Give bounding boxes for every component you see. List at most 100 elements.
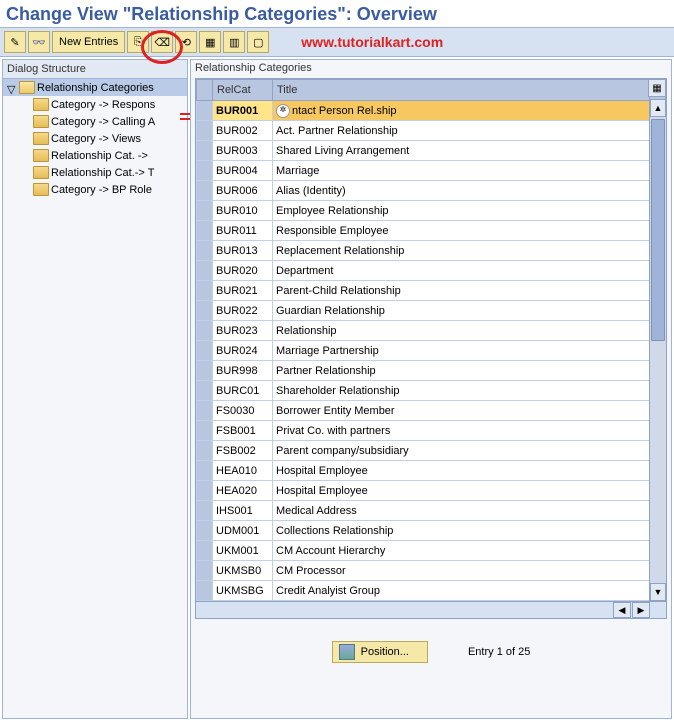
cell-relcat[interactable]: HEA020 (213, 481, 273, 501)
tree-root[interactable]: ▽ Relationship Categories (3, 79, 187, 96)
table-row[interactable]: BUR001✲ntact Person Rel.ship (197, 101, 666, 121)
column-selector[interactable] (197, 80, 213, 101)
table-row[interactable]: BUR998Partner Relationship (197, 361, 666, 381)
tree-child[interactable]: Relationship Cat.-> T (3, 164, 187, 181)
cell-relcat[interactable]: BUR002 (213, 121, 273, 141)
table-row[interactable]: FSB001Privat Co. with partners (197, 421, 666, 441)
cell-relcat[interactable]: BUR024 (213, 341, 273, 361)
cell-title[interactable]: Shared Living Arrangement (273, 141, 650, 161)
table-row[interactable]: IHS001Medical Address (197, 501, 666, 521)
row-selector[interactable] (197, 101, 213, 121)
cell-title[interactable]: Borrower Entity Member (273, 401, 650, 421)
tree-child[interactable]: Category -> Views (3, 130, 187, 147)
cell-relcat[interactable]: BUR998 (213, 361, 273, 381)
scroll-right-button[interactable]: ▶ (632, 602, 650, 618)
toggle-button[interactable]: ✎ (4, 31, 26, 53)
table-row[interactable]: BURC01Shareholder Relationship (197, 381, 666, 401)
row-selector[interactable] (197, 181, 213, 201)
row-selector[interactable] (197, 581, 213, 601)
table-row[interactable]: BUR003Shared Living Arrangement (197, 141, 666, 161)
table-row[interactable]: BUR022Guardian Relationship (197, 301, 666, 321)
tree-child[interactable]: Relationship Cat. -> (3, 147, 187, 164)
tree-child[interactable]: Category -> BP Role (3, 181, 187, 198)
table-row[interactable]: FSB002Parent company/subsidiary (197, 441, 666, 461)
table-row[interactable]: HEA020Hospital Employee (197, 481, 666, 501)
cell-relcat[interactable]: BUR001 (213, 101, 273, 121)
cell-title[interactable]: Marriage Partnership (273, 341, 650, 361)
cell-relcat[interactable]: HEA010 (213, 461, 273, 481)
row-selector[interactable] (197, 541, 213, 561)
table-row[interactable]: BUR011Responsible Employee (197, 221, 666, 241)
cell-title[interactable]: Shareholder Relationship (273, 381, 650, 401)
table-row[interactable]: BUR010Employee Relationship (197, 201, 666, 221)
cell-title[interactable]: Partner Relationship (273, 361, 650, 381)
table-row[interactable]: BUR004Marriage (197, 161, 666, 181)
column-title[interactable]: Title (273, 80, 650, 101)
cell-relcat[interactable]: BUR021 (213, 281, 273, 301)
cell-title[interactable]: Guardian Relationship (273, 301, 650, 321)
display-button[interactable]: 👓 (28, 31, 50, 53)
row-selector[interactable] (197, 201, 213, 221)
cell-title[interactable]: Relationship (273, 321, 650, 341)
cell-relcat[interactable]: BUR011 (213, 221, 273, 241)
row-selector[interactable] (197, 441, 213, 461)
cell-title[interactable]: Alias (Identity) (273, 181, 650, 201)
detail-icon[interactable]: ✲ (276, 104, 290, 118)
delete-button[interactable]: ⌫ (151, 31, 173, 53)
row-selector[interactable] (197, 501, 213, 521)
table-row[interactable]: BUR006Alias (Identity) (197, 181, 666, 201)
tree-child[interactable]: Category -> Respons (3, 96, 187, 113)
cell-title[interactable]: Replacement Relationship (273, 241, 650, 261)
row-selector[interactable] (197, 341, 213, 361)
scroll-track[interactable] (650, 117, 666, 583)
deselect-button[interactable]: ▢ (247, 31, 269, 53)
row-selector[interactable] (197, 521, 213, 541)
row-selector[interactable] (197, 241, 213, 261)
table-row[interactable]: BUR024Marriage Partnership (197, 341, 666, 361)
cell-title[interactable]: Hospital Employee (273, 481, 650, 501)
scroll-down-button[interactable]: ▼ (650, 583, 666, 601)
cell-title[interactable]: Act. Partner Relationship (273, 121, 650, 141)
cell-title[interactable]: Employee Relationship (273, 201, 650, 221)
copy-button[interactable]: ⎘ (127, 31, 149, 53)
row-selector[interactable] (197, 361, 213, 381)
cell-title[interactable]: Hospital Employee (273, 461, 650, 481)
undo-button[interactable]: ⟲ (175, 31, 197, 53)
table-row[interactable]: BUR013Replacement Relationship (197, 241, 666, 261)
cell-relcat[interactable]: BUR023 (213, 321, 273, 341)
scroll-left-button[interactable]: ◀ (613, 602, 631, 618)
cell-title[interactable]: Medical Address (273, 501, 650, 521)
cell-title[interactable]: Responsible Employee (273, 221, 650, 241)
cell-title[interactable]: ✲ntact Person Rel.ship (273, 101, 650, 121)
table-row[interactable]: BUR020Department (197, 261, 666, 281)
row-selector[interactable] (197, 261, 213, 281)
cell-relcat[interactable]: BUR022 (213, 301, 273, 321)
cell-title[interactable]: Department (273, 261, 650, 281)
cell-relcat[interactable]: IHS001 (213, 501, 273, 521)
select-all-button[interactable]: ▦ (199, 31, 221, 53)
table-row[interactable]: BUR023Relationship (197, 321, 666, 341)
table-row[interactable]: FS0030Borrower Entity Member (197, 401, 666, 421)
cell-relcat[interactable]: BUR020 (213, 261, 273, 281)
cell-title[interactable]: Parent company/subsidiary (273, 441, 650, 461)
row-selector[interactable] (197, 321, 213, 341)
cell-relcat[interactable]: UKMSB0 (213, 561, 273, 581)
cell-relcat[interactable]: FSB001 (213, 421, 273, 441)
cell-relcat[interactable]: FSB002 (213, 441, 273, 461)
cell-title[interactable]: Marriage (273, 161, 650, 181)
expand-icon[interactable]: ▽ (7, 83, 17, 93)
table-settings-button[interactable]: ▦ (648, 79, 666, 97)
row-selector[interactable] (197, 561, 213, 581)
row-selector[interactable] (197, 121, 213, 141)
cell-relcat[interactable]: BUR003 (213, 141, 273, 161)
table-row[interactable]: BUR021Parent-Child Relationship (197, 281, 666, 301)
row-selector[interactable] (197, 421, 213, 441)
cell-relcat[interactable]: UKM001 (213, 541, 273, 561)
row-selector[interactable] (197, 161, 213, 181)
cell-relcat[interactable]: BUR004 (213, 161, 273, 181)
row-selector[interactable] (197, 481, 213, 501)
cell-title[interactable]: Credit Analyist Group (273, 581, 650, 601)
table-row[interactable]: UKMSB0CM Processor (197, 561, 666, 581)
row-selector[interactable] (197, 461, 213, 481)
select-block-button[interactable]: ▥ (223, 31, 245, 53)
